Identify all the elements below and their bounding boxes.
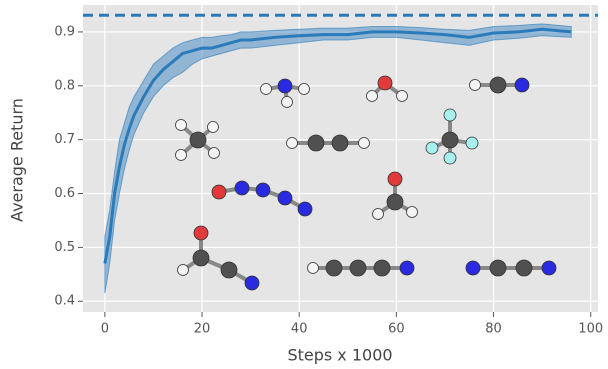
atom bbox=[386, 193, 404, 211]
plot-area bbox=[83, 5, 598, 312]
atom bbox=[260, 83, 272, 95]
atom bbox=[207, 121, 219, 133]
y-tick-label: 0.6 bbox=[54, 186, 75, 201]
atom bbox=[465, 136, 479, 150]
atom bbox=[208, 147, 220, 159]
x-axis-label: Steps x 1000 bbox=[287, 346, 392, 365]
molecule bbox=[425, 108, 479, 165]
atom bbox=[443, 151, 457, 165]
molecule bbox=[286, 134, 370, 152]
atom bbox=[255, 182, 271, 198]
atom bbox=[349, 259, 367, 277]
atom bbox=[286, 137, 298, 149]
atom bbox=[443, 108, 457, 122]
atom bbox=[406, 206, 418, 218]
atom bbox=[489, 76, 507, 94]
atom bbox=[469, 79, 481, 91]
atom bbox=[234, 180, 250, 196]
x-tick-label: 100 bbox=[578, 322, 603, 337]
atom bbox=[277, 190, 293, 206]
molecule bbox=[465, 259, 557, 277]
atom bbox=[358, 137, 370, 149]
atom bbox=[396, 90, 408, 102]
atom bbox=[489, 259, 507, 277]
confidence-band bbox=[104, 23, 572, 294]
atom bbox=[244, 275, 260, 291]
atom bbox=[465, 260, 481, 276]
atom bbox=[175, 119, 187, 131]
atom bbox=[441, 131, 459, 149]
y-tick-label: 0.8 bbox=[54, 78, 75, 93]
x-tick-label: 60 bbox=[388, 322, 405, 337]
atom bbox=[399, 260, 415, 276]
atom bbox=[220, 261, 238, 279]
atom bbox=[307, 134, 325, 152]
molecule bbox=[469, 76, 530, 94]
atom bbox=[331, 134, 349, 152]
molecule bbox=[372, 171, 418, 220]
atom bbox=[514, 77, 530, 93]
atom bbox=[515, 259, 533, 277]
atom bbox=[307, 262, 319, 274]
atom bbox=[193, 225, 209, 241]
line bbox=[103, 27, 572, 264]
x-tick-label: 20 bbox=[194, 322, 211, 337]
atom bbox=[177, 264, 189, 276]
atom bbox=[387, 171, 403, 187]
atom bbox=[277, 78, 293, 94]
x-tick-label: 40 bbox=[291, 322, 308, 337]
atom bbox=[425, 141, 439, 155]
atom bbox=[297, 201, 313, 217]
y-tick-label: 0.4 bbox=[54, 294, 75, 309]
y-axis-label: Average Return bbox=[8, 98, 27, 222]
atom bbox=[366, 90, 378, 102]
atom bbox=[377, 75, 393, 91]
x-tick-label: 0 bbox=[101, 322, 109, 337]
atom bbox=[325, 259, 343, 277]
molecule bbox=[260, 78, 310, 108]
atom bbox=[175, 149, 187, 161]
y-tick-label: 0.7 bbox=[54, 132, 75, 147]
atom bbox=[211, 184, 227, 200]
atom bbox=[541, 260, 557, 276]
molecule bbox=[211, 180, 313, 217]
molecule bbox=[307, 259, 415, 277]
molecule bbox=[366, 75, 408, 102]
molecule bbox=[175, 119, 220, 161]
atom bbox=[281, 96, 293, 108]
atom bbox=[298, 83, 310, 95]
molecule bbox=[177, 225, 260, 291]
atom bbox=[189, 131, 207, 149]
atom bbox=[373, 259, 391, 277]
atom bbox=[192, 249, 210, 267]
x-tick-label: 80 bbox=[485, 322, 502, 337]
atom bbox=[372, 208, 384, 220]
y-tick-label: 0.5 bbox=[54, 240, 75, 255]
y-tick-label: 0.9 bbox=[54, 24, 75, 39]
